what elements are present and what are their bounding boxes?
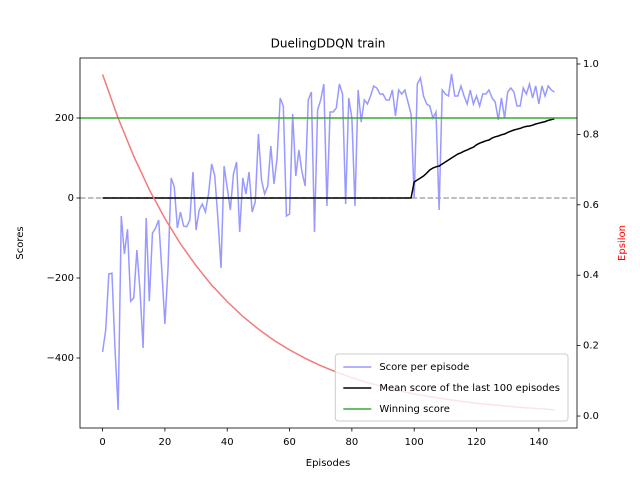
series-line: [102, 118, 555, 199]
x-tick-label: 40: [221, 437, 234, 448]
legend-label: Score per episode: [379, 362, 469, 373]
y2-tick-label: 1.0: [583, 59, 599, 70]
series-line: [101, 73, 555, 411]
x-tick-label: 20: [159, 437, 172, 448]
x-axis-label: Episodes: [306, 458, 350, 469]
y2-tick-label: 0.6: [583, 200, 599, 211]
y2-tick-label: 0.4: [583, 270, 599, 281]
y-tick-label: 0: [68, 193, 74, 204]
y-tick-label: −400: [47, 353, 74, 364]
x-tick-label: 120: [467, 437, 486, 448]
legend-label: Mean score of the last 100 episodes: [379, 383, 560, 394]
chart-title: DuelingDDQN train: [271, 37, 386, 51]
x-tick-label: 60: [283, 437, 296, 448]
y-tick-label: −200: [47, 273, 74, 284]
y2-tick-label: 0.0: [583, 411, 599, 422]
x-tick-label: 100: [405, 437, 424, 448]
y-axis-label: Scores: [15, 226, 26, 259]
y2-tick-label: 0.8: [583, 129, 599, 140]
y2-axis-label: Epsilon: [617, 225, 628, 261]
x-tick-label: 140: [529, 437, 548, 448]
x-tick-label: 80: [346, 437, 359, 448]
legend: Score per episode Mean score of the last …: [334, 353, 569, 422]
y2-tick-label: 0.2: [583, 341, 599, 352]
x-tick-label: 0: [99, 437, 105, 448]
legend-box: [334, 353, 569, 422]
y-tick-label: 200: [55, 113, 74, 124]
legend-label: Winning score: [379, 404, 450, 415]
plot-frame: [79, 57, 578, 429]
